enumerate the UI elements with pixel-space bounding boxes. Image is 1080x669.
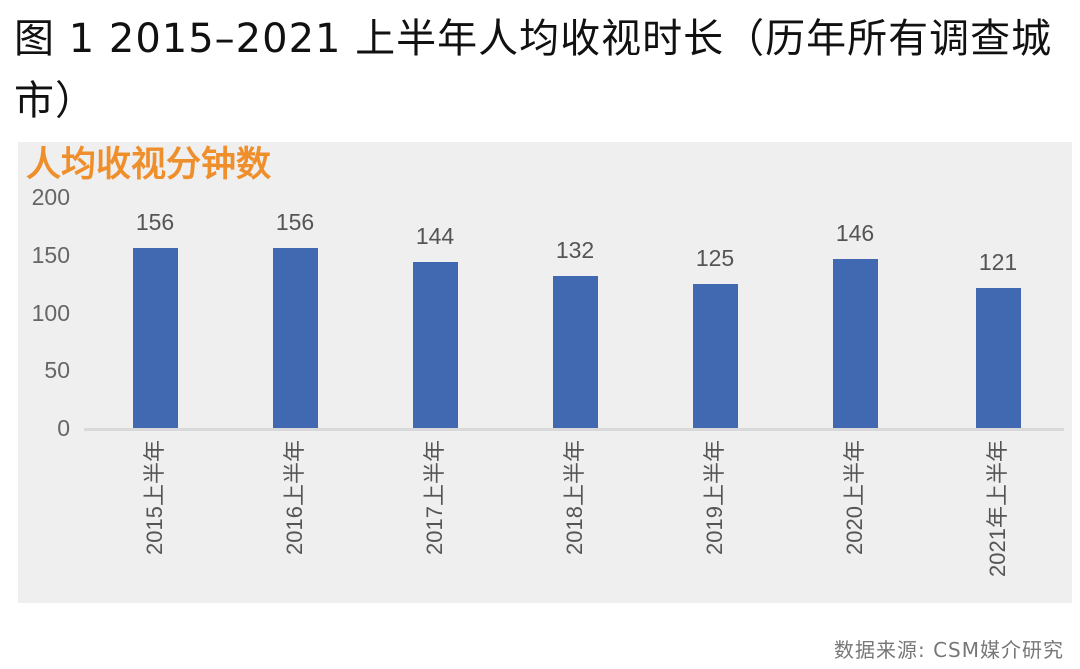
bar — [412, 261, 458, 428]
bar-value-label: 156 — [135, 208, 175, 235]
bar — [692, 283, 738, 428]
y-tick-label: 0 — [57, 415, 70, 441]
figure-title: 图 1 2015–2021 上半年人均收视时长（历年所有调查城市） — [14, 16, 1053, 124]
bar-value-label: 156 — [275, 208, 315, 235]
bar — [832, 259, 878, 428]
x-tick-label: 2021年上半年 — [985, 440, 1010, 577]
x-tick-label: 2016上半年 — [282, 440, 307, 555]
x-tick-label: 2015上半年 — [142, 440, 167, 555]
bar-value-label: 144 — [415, 222, 455, 249]
x-tick-label: 2020上半年 — [842, 440, 867, 555]
x-tick-label: 2019上半年 — [702, 440, 727, 555]
chart-title: 人均收视分钟数 — [26, 145, 272, 185]
x-tick-label: 2018上半年 — [562, 440, 587, 555]
source-note: 数据来源: CSM媒介研究 — [833, 638, 1064, 662]
chart-panel — [18, 142, 1072, 603]
bar — [552, 275, 598, 428]
bar — [132, 247, 178, 428]
bar — [272, 247, 318, 428]
x-axis-line — [84, 428, 1064, 431]
bar-value-label: 125 — [695, 244, 735, 271]
y-tick-label: 150 — [31, 241, 70, 268]
x-tick-label: 2017上半年 — [422, 440, 447, 555]
bar-value-label: 121 — [978, 249, 1018, 276]
bar-value-label: 146 — [835, 220, 875, 247]
y-tick-label: 100 — [31, 299, 70, 326]
y-tick-label: 50 — [44, 357, 70, 384]
bar — [975, 288, 1021, 428]
bar-value-label: 132 — [555, 236, 595, 263]
y-tick-label: 200 — [31, 184, 70, 210]
